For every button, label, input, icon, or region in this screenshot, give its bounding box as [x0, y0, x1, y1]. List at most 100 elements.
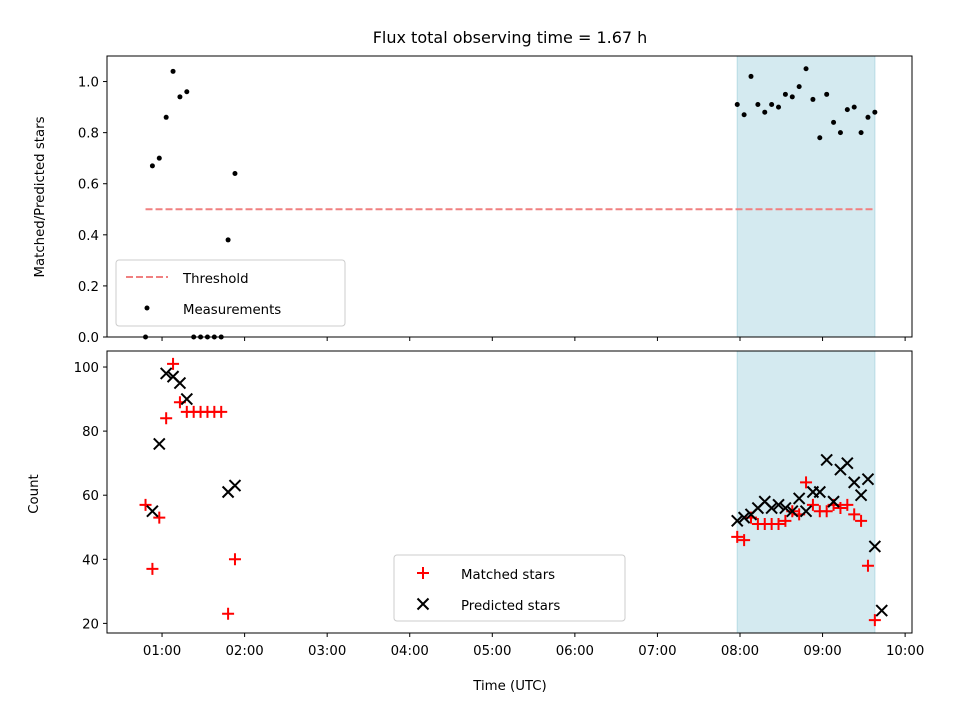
top-axes-frame — [106, 55, 913, 338]
x-tick-label: 08:00 — [721, 644, 759, 659]
top-y-tick-label: 0.8 — [78, 127, 99, 142]
top-measurements-point — [734, 102, 740, 108]
bottom-predicted-stars-point — [159, 367, 173, 380]
bottom-predicted-stars-point — [841, 456, 854, 470]
top-panel: 0.0 0.2 0.4 0.6 0.8 1.0 Threshold Measurements — [78, 55, 913, 346]
top-measurements-point — [170, 68, 176, 74]
x-tick-label: 03:00 — [308, 644, 346, 659]
bottom-predicted-stars-point — [228, 479, 242, 492]
top-measurements-point — [776, 104, 782, 110]
bottom-y-tick-label: 40 — [82, 553, 99, 568]
bottom-predicted-stars-point — [779, 501, 792, 515]
top-y-tick-label: 0.6 — [78, 178, 99, 193]
legend-threshold-label: Threshold — [182, 272, 249, 287]
top-y-tick-label: 0.0 — [78, 331, 99, 346]
top-measurements-point — [225, 237, 231, 243]
top-measurements-point — [782, 91, 788, 97]
top-measurements-point — [177, 94, 183, 100]
bottom-matched-stars-point — [215, 405, 228, 418]
top-legend: Threshold Measurements — [115, 259, 346, 327]
bottom-legend: Matched stars Predicted stars — [393, 554, 626, 622]
x-tick-label: 04:00 — [391, 644, 429, 659]
bottom-panel: 20 40 60 80 100 01:00 02:00 03:00 04:00 05:00 06:0… — [74, 350, 924, 659]
top-y-tick-label: 0.2 — [78, 280, 99, 295]
top-measurements-point — [844, 107, 850, 113]
bottom-y-tick-label: 100 — [74, 361, 99, 376]
bottom-matched-stars-point — [834, 502, 847, 515]
bottom-predicted-stars-point — [173, 376, 187, 390]
x-tick-label: 05:00 — [473, 644, 511, 659]
bottom-matched-stars-point — [160, 412, 173, 425]
top-measurements-point — [149, 163, 155, 169]
bottom-matched-stars-point — [228, 553, 241, 566]
bottom-y-tick-label: 80 — [82, 425, 99, 440]
top-measurements-point — [872, 109, 878, 115]
chart-title: Flux total observing time = 1.67 h — [373, 28, 648, 47]
bottom-predicted-stars-point — [820, 453, 833, 467]
bottom-predicted-stars-point — [146, 505, 159, 518]
x-tick-label: 02:00 — [225, 644, 263, 659]
bottom-predicted-stars-point — [854, 488, 868, 502]
bottom-y-tick-label: 60 — [82, 489, 99, 504]
top-measurements-point — [851, 104, 857, 110]
top-measurements-point — [184, 89, 190, 95]
top-y-tick-label: 1.0 — [78, 76, 99, 91]
top-measurements-point — [858, 130, 864, 136]
top-measurements-point — [796, 84, 802, 90]
bottom-predicted-stars-point — [813, 485, 827, 499]
bottom-predicted-stars-point — [772, 498, 785, 512]
bottom-matched-stars-point — [800, 476, 813, 489]
bottom-predicted-stars-point — [847, 476, 861, 489]
legend-predicted-swatch — [416, 597, 430, 611]
x-tick-label: 01:00 — [143, 644, 181, 659]
bottom-predicted-stars-point — [765, 501, 778, 515]
x-axis-label: Time (UTC) — [472, 679, 547, 694]
bottom-matched-stars-point — [153, 511, 166, 524]
bottom-predicted-stars-point — [180, 392, 194, 406]
bottom-predicted-stars-point — [868, 540, 882, 553]
top-measurements-point — [803, 66, 809, 72]
bottom-matched-stars-point — [772, 518, 785, 531]
bottom-matched-stars-point — [731, 530, 744, 543]
legend-predicted-label: Predicted stars — [461, 599, 560, 614]
bottom-matched-stars-point — [841, 498, 854, 511]
bottom-predicted-stars-point — [861, 472, 875, 486]
bottom-predicted-stars-point — [827, 495, 840, 508]
bottom-matched-stars-point — [222, 607, 235, 620]
bottom-axes-frame — [106, 350, 913, 634]
bottom-matched-stars-point — [139, 498, 152, 511]
bottom-legend-box — [393, 554, 626, 622]
bottom-matched-stars-point — [820, 505, 833, 518]
bottom-matched-stars-point — [855, 514, 868, 527]
legend-measurements-swatch — [144, 305, 150, 311]
top-measurements-point — [163, 114, 169, 120]
bottom-y-tick-label: 20 — [82, 617, 99, 632]
top-measurements-point — [741, 112, 747, 118]
top-measurements-point — [789, 94, 795, 100]
legend-matched-swatch — [417, 567, 429, 579]
bottom-matched-stars-point — [806, 498, 819, 511]
bottom-matched-stars-point — [167, 357, 180, 370]
x-tick-label: 07:00 — [638, 644, 676, 659]
x-tick-label: 09:00 — [803, 644, 841, 659]
top-measurements-point — [817, 135, 823, 141]
top-measurements-point — [810, 96, 816, 102]
bottom-predicted-stars-point — [875, 604, 888, 617]
bottom-predicted-stars-point — [737, 511, 751, 524]
legend-matched-label: Matched stars — [461, 568, 555, 583]
bottom-matched-stars-point — [848, 508, 861, 521]
bottom-predicted-stars-point — [731, 514, 744, 528]
top-y-tick-label: 0.4 — [78, 229, 99, 244]
top-y-axis-label: Matched/Predicted stars — [33, 116, 48, 277]
top-measurements-point — [831, 119, 837, 125]
bottom-matched-stars-point — [861, 559, 874, 572]
bottom-predicted-stars-point — [799, 505, 813, 518]
bottom-predicted-stars-point — [153, 437, 166, 451]
bottom-matched-stars-point — [146, 562, 159, 575]
top-legend-box — [115, 259, 346, 327]
top-measurements-point — [156, 155, 162, 161]
bottom-shaded-region — [736, 350, 876, 634]
top-measurements-point — [762, 109, 768, 115]
bottom-matched-stars-point — [738, 534, 751, 547]
